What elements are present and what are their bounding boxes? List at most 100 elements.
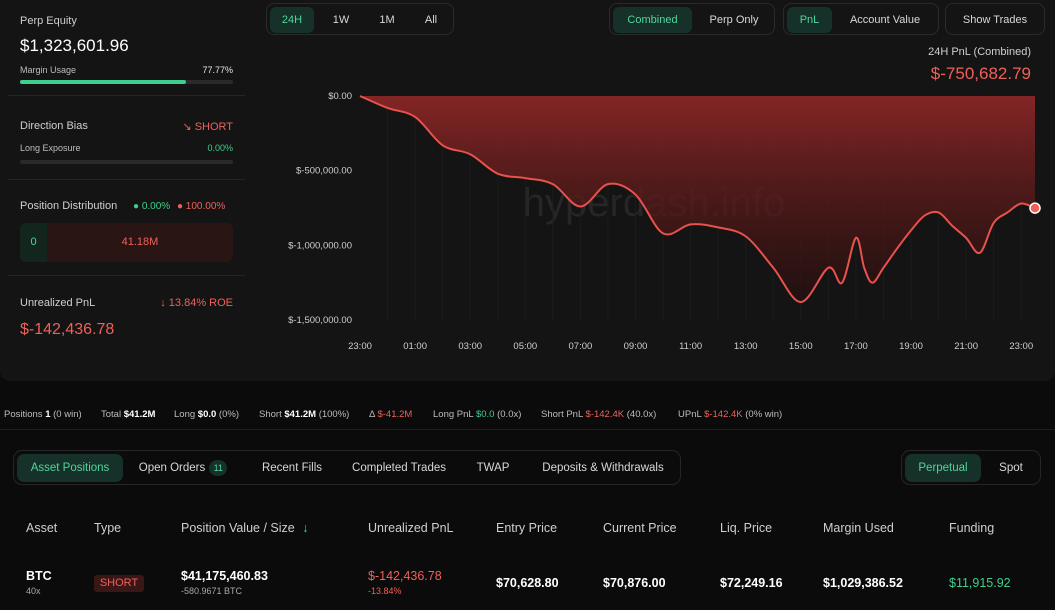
distribution-legend: ● 0.00% ● 100.00%	[133, 201, 225, 212]
stat-total: Total $41.2M	[101, 409, 156, 420]
x-tick-label: 01:00	[403, 341, 427, 352]
positions-tabs: Asset Positions Open Orders 11 Recent Fil…	[13, 450, 681, 485]
dist-short-pct: 100.00%	[185, 201, 226, 212]
stat-long-pnl: Long PnL $0.0 (0.0x)	[433, 409, 522, 420]
pnl-current-point	[1029, 202, 1041, 214]
arrow-down-icon: ↓	[160, 297, 166, 309]
long-exposure-value: 0.00%	[207, 143, 233, 153]
header-type[interactable]: Type	[94, 521, 122, 535]
header-funding[interactable]: Funding	[949, 521, 995, 535]
mode-combined[interactable]: Combined	[613, 7, 692, 33]
position-distribution-label: Position Distribution	[20, 200, 118, 212]
sort-desc-icon: ↓	[302, 521, 309, 535]
tab-open-orders[interactable]: Open Orders 11	[129, 454, 237, 482]
tab-open-orders-label: Open Orders	[138, 462, 206, 474]
time-range-24h[interactable]: 24H	[270, 7, 314, 33]
perp-equity-value: $1,323,601.96	[20, 36, 129, 55]
margin-usage-label: Margin Usage	[20, 65, 77, 75]
market-spot[interactable]: Spot	[999, 462, 1023, 474]
short-dot-icon: ●	[176, 201, 184, 212]
time-range-1m[interactable]: 1M	[379, 14, 395, 26]
row-position-value: $41,175,460.83	[181, 569, 268, 583]
direction-bias-section: Direction Bias ↘ SHORT Long Exposure 0.0…	[8, 96, 245, 180]
mode-perp-only[interactable]: Perp Only	[709, 14, 759, 26]
unrealized-pnl-section: Unrealized PnL ↓ 13.84% ROE $-142,436.78	[8, 276, 245, 376]
tab-asset-positions[interactable]: Asset Positions	[17, 454, 123, 482]
unrealized-pnl-value: $-142,436.78	[20, 321, 115, 338]
stat-long: Long $0.0 (0%)	[174, 409, 239, 420]
x-tick-label: 21:00	[954, 341, 978, 352]
metric-pnl[interactable]: PnL	[787, 7, 832, 33]
y-tick-label: $-1,500,000.00	[288, 315, 352, 326]
row-liq-price: $72,249.16	[720, 576, 783, 590]
x-tick-label: 19:00	[899, 341, 923, 352]
position-distribution-section: Position Distribution ● 0.00% ● 100.00% …	[8, 180, 245, 276]
time-range-all[interactable]: All	[424, 14, 438, 26]
metric-account-value[interactable]: Account Value	[849, 14, 921, 26]
open-orders-count-badge: 11	[209, 460, 228, 476]
distribution-bar: 0 41.18M	[20, 223, 233, 262]
time-range-1w[interactable]: 1W	[332, 14, 350, 26]
stats-bar: Positions 1 (0 win) Total $41.2M Long $0…	[0, 403, 1055, 425]
tab-completed-trades[interactable]: Completed Trades	[352, 462, 446, 474]
row-type-badge: SHORT	[94, 575, 144, 592]
header-entry-price[interactable]: Entry Price	[496, 521, 558, 535]
row-leverage: 40x	[26, 586, 41, 596]
pnl-chart: hyperdash.info $0.00$-500,000.00$-1,000,…	[288, 91, 1041, 352]
dist-long-pct: 0.00%	[141, 201, 171, 212]
tab-recent-fills[interactable]: Recent Fills	[261, 462, 323, 474]
distribution-long-segment: 0	[20, 223, 47, 262]
show-trades-button[interactable]: Show Trades	[945, 3, 1045, 35]
x-tick-label: 17:00	[844, 341, 868, 352]
direction-bias-value: ↘ SHORT	[182, 120, 233, 133]
unrealized-roe-text: 13.84% ROE	[168, 297, 233, 309]
x-tick-label: 11:00	[679, 341, 702, 352]
row-unrealized-pnl: $-142,436.78	[368, 569, 442, 583]
x-tick-label: 23:00	[348, 341, 372, 352]
row-margin-used: $1,029,386.52	[823, 576, 903, 590]
summary-panel: Perp Equity $1,323,601.96 Margin Usage 7…	[8, 0, 1045, 381]
direction-bias-text: SHORT	[194, 121, 233, 133]
tab-twap[interactable]: TWAP	[476, 462, 510, 474]
stat-positions: Positions 1 (0 win)	[4, 409, 82, 420]
direction-bias-label: Direction Bias	[20, 120, 88, 132]
distribution-short-segment: 41.18M	[121, 236, 159, 248]
margin-usage-value: 77.77%	[202, 65, 233, 75]
pnl-header-value: $-750,682.79	[930, 64, 1031, 83]
unrealized-roe: ↓ 13.84% ROE	[160, 297, 233, 309]
header-current-price[interactable]: Current Price	[603, 521, 677, 535]
y-tick-label: $-1,000,000.00	[288, 240, 352, 251]
stat-short-pnl: Short PnL $-142.4K (40.0x)	[541, 409, 657, 420]
pnl-line	[359, 95, 1036, 304]
market-toggle: Perpetual Spot	[901, 450, 1041, 485]
x-tick-label: 07:00	[569, 341, 593, 352]
unrealized-pnl-label: Unrealized PnL	[20, 297, 96, 309]
header-position-value[interactable]: Position Value / Size ↓	[181, 521, 308, 535]
x-tick-label: 09:00	[624, 341, 648, 352]
x-tick-label: 13:00	[734, 341, 758, 352]
row-asset: BTC	[26, 569, 52, 583]
row-entry-price: $70,628.80	[496, 576, 559, 590]
row-unrealized-pct: -13.84%	[368, 586, 402, 596]
row-position-size: -580.9671 BTC	[181, 586, 243, 596]
perp-equity-label: Perp Equity	[20, 15, 77, 27]
mode-group: Combined Perp Only	[609, 3, 775, 35]
long-exposure-label: Long Exposure	[20, 143, 81, 153]
tab-deposits-withdrawals[interactable]: Deposits & Withdrawals	[542, 462, 664, 474]
account-summary: Perp Equity $1,323,601.96 Margin Usage 7…	[8, 0, 245, 381]
x-tick-label: 05:00	[513, 341, 537, 352]
stat-upnl: UPnL $-142.4K (0% win)	[678, 409, 783, 420]
stat-short: Short $41.2M (100%)	[259, 409, 350, 420]
pnl-area-fill	[360, 96, 1035, 303]
header-margin-used[interactable]: Margin Used	[823, 521, 894, 535]
header-asset[interactable]: Asset	[26, 521, 58, 535]
header-liq-price[interactable]: Liq. Price	[720, 521, 773, 535]
divider	[0, 429, 1055, 430]
x-tick-label: 15:00	[789, 341, 813, 352]
time-range-group: 24H 1W 1M All	[266, 3, 454, 35]
header-unrealized-pnl[interactable]: Unrealized PnL	[368, 521, 454, 535]
market-perpetual[interactable]: Perpetual	[905, 454, 981, 482]
margin-usage-bar-fill	[20, 80, 186, 84]
long-exposure-bar	[20, 160, 233, 164]
metric-group: PnL Account Value	[783, 3, 939, 35]
